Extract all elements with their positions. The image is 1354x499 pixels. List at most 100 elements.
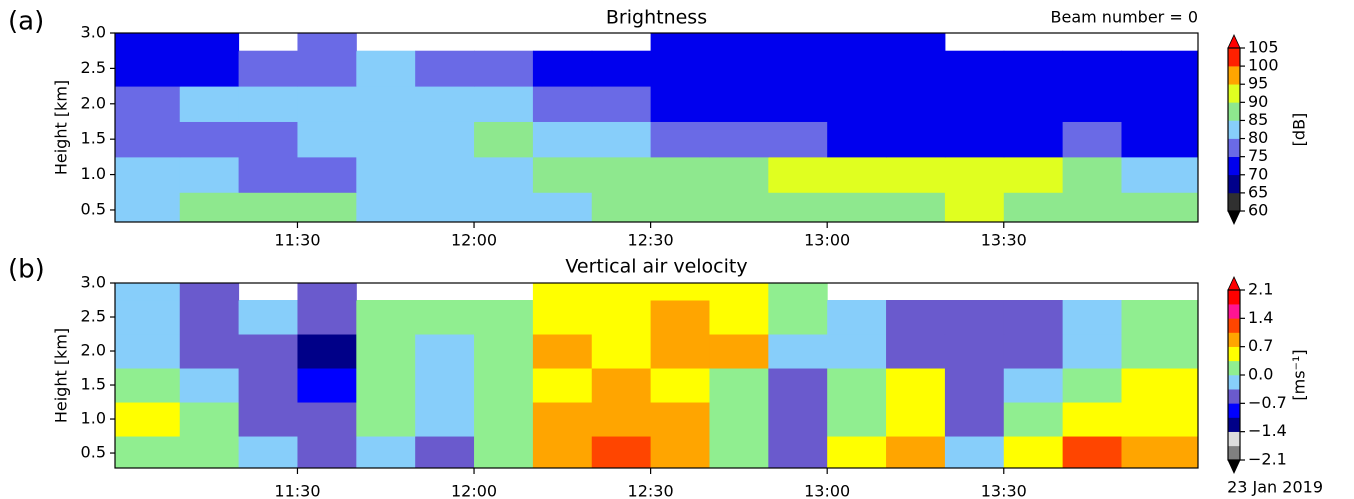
field-cell: [827, 192, 887, 223]
field-cell: [474, 436, 534, 469]
field-cell: [944, 368, 1005, 403]
field-cell: [1062, 368, 1122, 403]
field-cell: [297, 50, 357, 87]
colorbar-segment: [1228, 48, 1240, 67]
field-cell: [474, 300, 534, 335]
y-tick-label: 2.5: [81, 307, 106, 326]
colorbar-tick-label: 0.0: [1248, 365, 1273, 384]
field-cell: [415, 86, 475, 122]
y-tick-label: 2.0: [81, 341, 106, 360]
colorbar-segment: [1228, 174, 1240, 194]
field-cell: [238, 402, 298, 437]
field-cell: [591, 402, 652, 437]
field-cell: [297, 283, 357, 301]
field-cell: [591, 368, 652, 403]
field-cell: [650, 368, 710, 403]
field-cell: [356, 402, 416, 437]
field-cell: [650, 402, 710, 437]
field-cell: [356, 121, 416, 158]
colorbar-segment: [1228, 445, 1240, 461]
field-cell: [115, 121, 181, 158]
field-cell: [297, 86, 357, 122]
colorbar-tick-label: 75: [1248, 146, 1268, 165]
field-cell: [1121, 300, 1199, 335]
chart-title: Vertical air velocity: [565, 256, 747, 278]
field-cell: [532, 436, 593, 469]
field-cell: [238, 121, 298, 158]
colorbar-tick-label: −2.1: [1248, 450, 1287, 469]
field-cell: [238, 156, 298, 193]
field-cell: [827, 334, 887, 369]
field-cell: [650, 300, 710, 335]
field-cell: [415, 156, 475, 193]
field-cell: [115, 334, 181, 369]
chart-title: Brightness: [606, 7, 707, 29]
x-tick-label: 13:00: [804, 482, 850, 499]
field-cell: [886, 156, 946, 193]
field-cell: [709, 334, 769, 369]
field-cell: [944, 402, 1005, 437]
y-tick-label: 1.5: [81, 375, 106, 394]
colorbar-tick-label: 60: [1248, 201, 1268, 220]
field-cell: [709, 402, 769, 437]
field-cell: [115, 368, 181, 403]
field-cell: [179, 192, 240, 223]
field-cell: [356, 192, 416, 223]
field-cell: [1062, 121, 1122, 158]
y-tick-label: 1.0: [81, 164, 106, 183]
field-cell: [591, 156, 652, 193]
field-cell: [297, 436, 357, 469]
field-cell: [827, 50, 887, 87]
field-cell: [827, 33, 887, 52]
field-cell: [415, 192, 475, 223]
field-cell: [1003, 368, 1064, 403]
field-cell: [1121, 436, 1199, 469]
colorbar-tick-label: 95: [1248, 74, 1268, 93]
x-tick-label: 12:30: [628, 231, 674, 250]
x-tick-label: 13:00: [804, 231, 850, 250]
field-cell: [768, 436, 828, 469]
field-cell: [944, 156, 1005, 193]
field-cell: [238, 300, 298, 335]
field-cell: [179, 300, 240, 335]
field-cell: [768, 192, 828, 223]
field-cell: [415, 121, 475, 158]
field-cell: [591, 300, 652, 335]
field-cell: [1003, 121, 1064, 158]
field-cell: [650, 86, 710, 122]
field-cell: [768, 156, 828, 193]
field-cell: [297, 156, 357, 193]
field-cell: [591, 283, 652, 301]
y-tick-label: 3.0: [81, 23, 106, 42]
field-cell: [768, 86, 828, 122]
colorbar-frame: [1227, 47, 1241, 212]
field-cell: [591, 121, 652, 158]
colorbar-segment: [1228, 346, 1240, 362]
field-cell: [944, 50, 1005, 87]
field-cell: [356, 50, 416, 87]
field-cell: [532, 283, 593, 301]
field-cell: [650, 192, 710, 223]
field-cell: [1062, 402, 1122, 437]
field-cell: [886, 121, 946, 158]
colorbar-segment: [1228, 192, 1240, 212]
field-cell: [356, 300, 416, 335]
colorbar-tick-label: 70: [1248, 164, 1268, 183]
field-cell: [1062, 436, 1122, 469]
field-cell: [827, 300, 887, 335]
field-cell: [827, 368, 887, 403]
field-cell: [886, 436, 946, 469]
field-cell: [650, 33, 710, 52]
field-cell: [532, 121, 593, 158]
field-cell: [238, 334, 298, 369]
field-cell: [1121, 402, 1199, 437]
field-cell: [115, 283, 181, 301]
field-cell: [591, 436, 652, 469]
field-cell: [827, 436, 887, 469]
x-tick-label: 12:00: [451, 231, 497, 250]
field-cell: [709, 50, 769, 87]
colorbar-segment: [1228, 403, 1240, 418]
annotation: 23 Jan 2019: [1227, 478, 1323, 497]
field-cell: [179, 33, 240, 52]
field-cell: [709, 368, 769, 403]
